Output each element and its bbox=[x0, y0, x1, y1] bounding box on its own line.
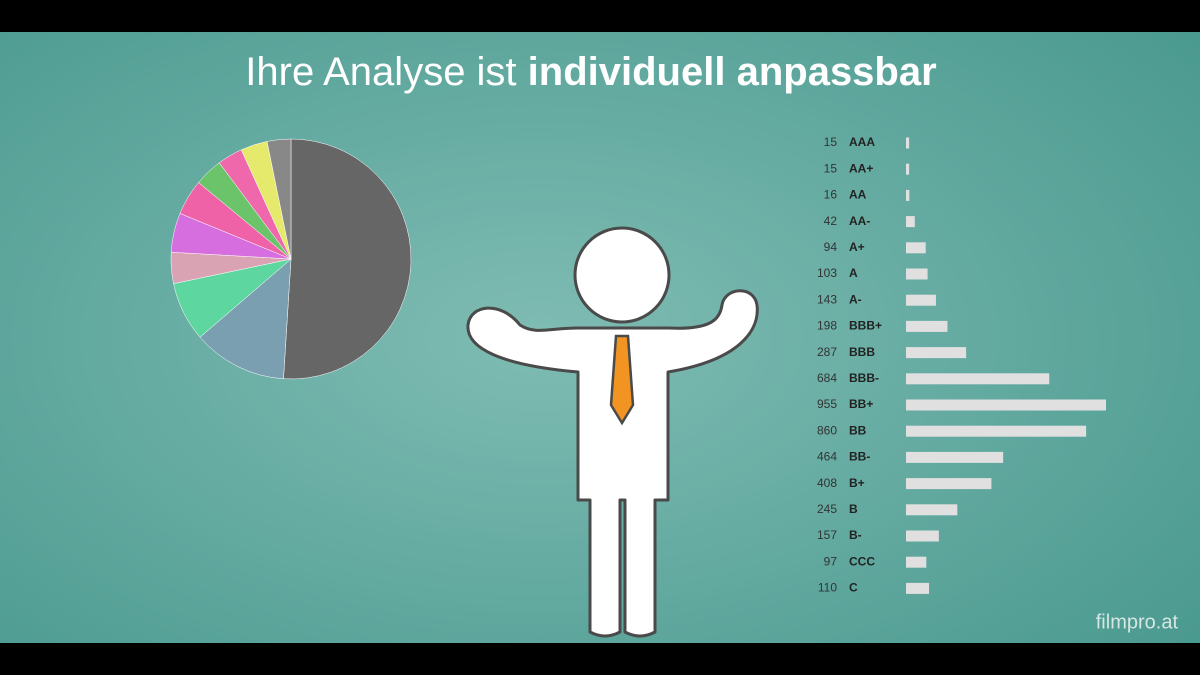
bar bbox=[906, 268, 928, 280]
bar-value-label: 110 bbox=[818, 581, 837, 595]
bar-value-label: 198 bbox=[817, 319, 837, 333]
bar-value-label: 464 bbox=[817, 450, 837, 464]
category-label: B bbox=[849, 502, 858, 516]
letterbox-bottom bbox=[0, 643, 1200, 675]
category-label: B+ bbox=[849, 476, 865, 490]
category-label: BB bbox=[849, 423, 867, 437]
bar bbox=[906, 399, 1106, 411]
bar-value-label: 684 bbox=[817, 371, 837, 385]
category-label: A bbox=[849, 266, 858, 280]
title: Ihre Analyse ist individuell anpassbar bbox=[245, 50, 936, 94]
bar-value-label: 103 bbox=[817, 266, 837, 280]
bar bbox=[906, 478, 992, 490]
category-label: AA+ bbox=[849, 161, 873, 175]
bar bbox=[906, 582, 930, 594]
bar-value-label: 143 bbox=[817, 292, 837, 306]
category-label: CCC bbox=[849, 554, 875, 568]
category-label: C bbox=[849, 581, 858, 595]
pie-slice bbox=[283, 138, 412, 380]
watermark: filmpro.at bbox=[1096, 611, 1179, 633]
bar-value-label: 860 bbox=[817, 423, 837, 437]
bar-value-label: 97 bbox=[824, 554, 838, 568]
category-label: BBB- bbox=[849, 371, 879, 385]
bar-value-label: 408 bbox=[817, 476, 837, 490]
bar bbox=[906, 137, 910, 149]
category-label: AAA bbox=[849, 135, 875, 149]
category-label: BB- bbox=[849, 450, 870, 464]
bar-value-label: 42 bbox=[824, 214, 838, 228]
bar bbox=[906, 294, 936, 306]
bar bbox=[906, 216, 915, 228]
category-label: BBB bbox=[849, 345, 875, 359]
category-label: BB+ bbox=[849, 397, 873, 411]
title-regular: Ihre Analyse ist bbox=[245, 50, 516, 94]
bar bbox=[906, 556, 927, 568]
bar bbox=[906, 451, 1004, 463]
bar-value-label: 15 bbox=[824, 161, 838, 175]
pie-slice bbox=[266, 138, 292, 260]
bar-value-label: 245 bbox=[817, 502, 837, 516]
category-label: A+ bbox=[849, 240, 865, 254]
bar bbox=[906, 347, 967, 359]
bar bbox=[906, 189, 910, 201]
category-label: AA bbox=[849, 188, 867, 202]
category-label: A- bbox=[849, 292, 862, 306]
category-label: BBB+ bbox=[849, 319, 882, 333]
pie-slice bbox=[199, 258, 292, 380]
bar bbox=[906, 530, 939, 542]
bar bbox=[906, 242, 926, 254]
stick-figure bbox=[466, 226, 759, 638]
letterbox-top bbox=[0, 0, 1200, 32]
bar-value-label: 287 bbox=[817, 345, 837, 359]
bar bbox=[906, 373, 1050, 385]
bar bbox=[906, 163, 910, 175]
bar bbox=[906, 320, 948, 332]
category-label: AA- bbox=[849, 214, 870, 228]
bar-value-label: 157 bbox=[817, 528, 837, 542]
bar-value-label: 15 bbox=[824, 135, 838, 149]
bar-value-label: 16 bbox=[824, 188, 838, 202]
category-label: B- bbox=[849, 528, 862, 542]
bar-value-label: 94 bbox=[824, 240, 838, 254]
bar bbox=[906, 504, 958, 516]
title-bold: individuell anpassbar bbox=[528, 50, 937, 94]
bar-value-label: 955 bbox=[817, 397, 837, 411]
bar bbox=[906, 425, 1087, 437]
